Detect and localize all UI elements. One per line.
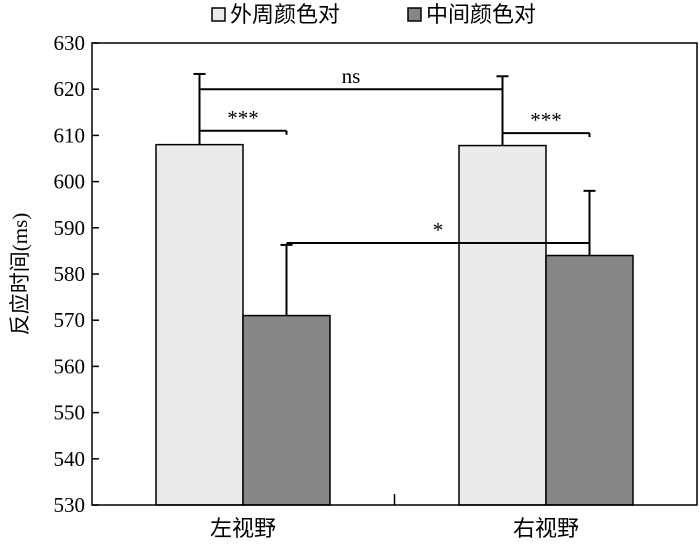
legend-swatch [407, 7, 422, 22]
legend-label: 中间颜色对 [426, 2, 536, 27]
y-tick-label: 590 [54, 216, 86, 240]
y-tick-label: 630 [54, 31, 86, 55]
significance-label: * [433, 218, 444, 242]
bar-2-1 [242, 314, 331, 506]
bar-2-2 [545, 254, 634, 506]
y-tick-label: 580 [54, 262, 86, 286]
significance-label: *** [227, 106, 259, 130]
y-tick-label: 540 [54, 447, 86, 471]
significance-label: *** [530, 108, 562, 132]
y-tick-label: 560 [54, 354, 86, 378]
y-tick-label: 620 [54, 77, 86, 101]
y-tick-label: 550 [54, 401, 86, 425]
x-category-label: 右视野 [513, 516, 579, 541]
x-category-label: 左视野 [210, 516, 276, 541]
y-tick-label: 570 [54, 308, 86, 332]
bar-1-2 [458, 144, 547, 506]
y-axis-label: 反应时间(ms) [8, 213, 32, 336]
y-tick-label: 530 [54, 493, 86, 517]
legend-swatch [211, 7, 226, 22]
y-tick-label: 600 [54, 170, 86, 194]
legend-label: 外周颜色对 [230, 2, 340, 27]
significance-label: ns [342, 64, 361, 88]
y-tick-label: 610 [54, 123, 86, 147]
bar-1-1 [155, 143, 244, 506]
